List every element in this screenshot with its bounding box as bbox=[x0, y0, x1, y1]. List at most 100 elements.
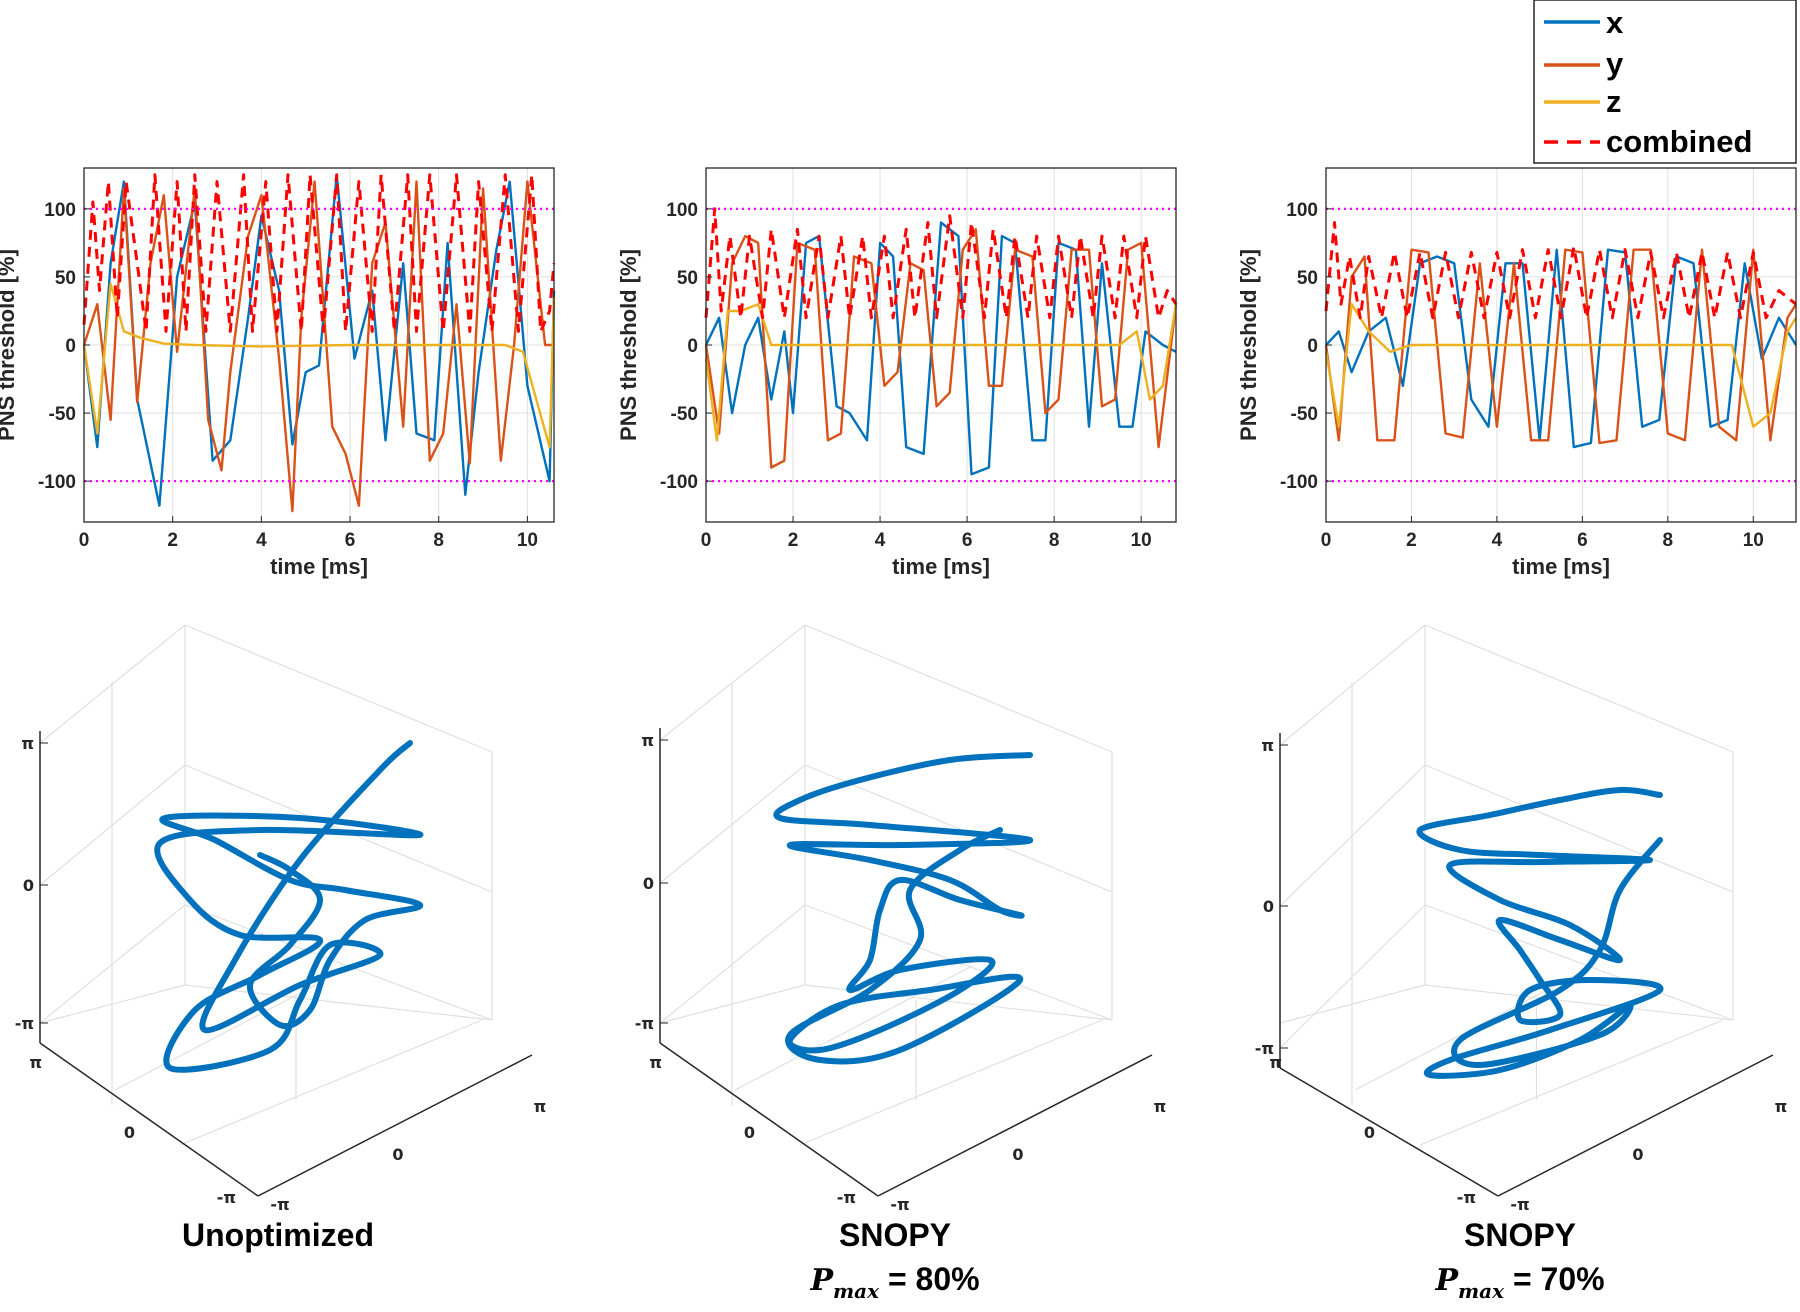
chart-snopy-70: 0 2 4 6 8 10 100 50 0 -50 -100 time [ms] PNS thresho… bbox=[1236, 167, 1798, 579]
grid-line-3d bbox=[1424, 624, 1734, 753]
y-axis-3d bbox=[659, 1042, 879, 1197]
y-tick-label: 0 bbox=[65, 336, 76, 357]
x-tick-label: 6 bbox=[1577, 530, 1588, 551]
pmax-subscript: max bbox=[833, 1279, 880, 1303]
legend-label-combined: combined bbox=[1606, 124, 1752, 159]
pmax-value: = 80% bbox=[879, 1261, 980, 1297]
trajectory-panel-2: π 0 -π π 0 -π -π 0 π bbox=[635, 624, 1167, 1214]
x-axis-label: time [ms] bbox=[892, 554, 990, 579]
z-tick-label: -π bbox=[1255, 1039, 1274, 1058]
pmax-value: = 70% bbox=[1504, 1261, 1605, 1297]
captions: Unoptimized SNOPY Pmax = 80% SNOPY Pmax … bbox=[182, 1217, 1605, 1303]
caption-snopy-70-title: SNOPY bbox=[1464, 1217, 1576, 1253]
series-z bbox=[1324, 303, 1798, 428]
y-tick-label: 50 bbox=[1297, 268, 1318, 289]
x-tick-label: 0 bbox=[79, 530, 90, 551]
x-tick-label: 2 bbox=[167, 530, 178, 551]
y-tick-label: -50 bbox=[49, 404, 76, 425]
y-tick-label: -100 bbox=[38, 472, 76, 493]
grid-line-3d bbox=[1419, 1019, 1724, 1146]
x-tick-label: 10 bbox=[1131, 530, 1152, 551]
z-tick-label: -π bbox=[635, 1014, 654, 1033]
z-tick-label: -π bbox=[15, 1014, 34, 1033]
legend-label-z: z bbox=[1606, 84, 1622, 119]
x3d-tick-label: π bbox=[534, 1097, 547, 1116]
z-tick-label: π bbox=[21, 734, 34, 753]
x3d-tick-label: -π bbox=[270, 1195, 289, 1214]
grid-line-3d bbox=[804, 624, 1113, 753]
z-tick-label: 0 bbox=[23, 876, 34, 895]
x-tick-label: 2 bbox=[788, 530, 799, 551]
x3d-tick-label: π bbox=[1775, 1097, 1788, 1116]
y-tick-label: 0 bbox=[687, 336, 698, 357]
y-axis-label: PNS threshold [%] bbox=[616, 249, 641, 441]
x3d-tick-label: 0 bbox=[392, 1145, 403, 1164]
grid-line-3d bbox=[1424, 764, 1734, 893]
x-tick-label: 8 bbox=[1663, 530, 1674, 551]
x-tick-label: 10 bbox=[517, 530, 538, 551]
x-tick-label: 4 bbox=[875, 530, 886, 551]
x-tick-label: 0 bbox=[701, 530, 712, 551]
series-combined bbox=[1324, 221, 1797, 320]
caption-snopy-80-pmax: Pmax = 80% bbox=[809, 1261, 979, 1303]
caption-snopy-70-pmax: Pmax = 70% bbox=[1434, 1261, 1604, 1303]
x-tick-label: 8 bbox=[1049, 530, 1060, 551]
x3d-tick-label: 0 bbox=[1012, 1145, 1023, 1164]
x3d-tick-label: -π bbox=[1510, 1195, 1529, 1214]
pmax-symbol: P bbox=[809, 1263, 834, 1298]
y3d-tick-label: 0 bbox=[744, 1123, 755, 1142]
y-tick-label: -50 bbox=[671, 404, 698, 425]
legend-label-y: y bbox=[1606, 46, 1624, 81]
y-tick-label: -100 bbox=[660, 472, 698, 493]
x3d-tick-label: 0 bbox=[1632, 1145, 1643, 1164]
series-x bbox=[1325, 248, 1798, 449]
k-space-trajectory bbox=[773, 752, 1034, 1065]
x-tick-label: 8 bbox=[433, 530, 444, 551]
grid-line-3d bbox=[184, 984, 493, 1021]
y3d-tick-label: 0 bbox=[124, 1123, 135, 1142]
y-tick-label: 50 bbox=[677, 268, 698, 289]
x3d-tick-label: π bbox=[1154, 1097, 1167, 1116]
y-tick-label: 100 bbox=[666, 200, 698, 221]
y-tick-label: 50 bbox=[55, 268, 76, 289]
y-tick-label: -50 bbox=[1291, 404, 1318, 425]
series-y bbox=[704, 228, 1178, 469]
y3d-tick-label: -π bbox=[837, 1188, 856, 1207]
series-combined bbox=[82, 173, 556, 333]
k-space-trajectory bbox=[1416, 786, 1664, 1079]
z-tick-label: π bbox=[1261, 736, 1274, 755]
z-tick-label: 0 bbox=[643, 874, 654, 893]
y-axis-3d bbox=[39, 1042, 259, 1197]
chart-unoptimized: 0 2 4 6 8 10 100 50 0 -50 -100 time [ms] PNS thresho… bbox=[0, 167, 556, 579]
pmax-subscript: max bbox=[1458, 1279, 1505, 1303]
grid-line-3d bbox=[804, 764, 1113, 893]
x-tick-label: 4 bbox=[1492, 530, 1503, 551]
grid-line-3d bbox=[179, 1019, 483, 1146]
grid-line-3d bbox=[1279, 984, 1426, 1024]
x-axis-label: time [ms] bbox=[1512, 554, 1610, 579]
grid-line-3d bbox=[1424, 984, 1734, 1021]
series-z bbox=[82, 282, 556, 449]
y3d-tick-label: π bbox=[1269, 1053, 1282, 1072]
x-tick-label: 6 bbox=[962, 530, 973, 551]
y3d-tick-label: -π bbox=[217, 1188, 236, 1207]
y-axis-label: PNS threshold [%] bbox=[0, 249, 19, 441]
y3d-tick-label: π bbox=[29, 1053, 42, 1072]
x-tick-label: 10 bbox=[1743, 530, 1764, 551]
grid-line-3d bbox=[184, 904, 493, 1021]
trajectory-panel-1: π 0 -π π 0 -π -π 0 π bbox=[15, 624, 547, 1214]
x-axis-3d bbox=[1497, 1054, 1774, 1197]
grid-line-3d bbox=[39, 984, 186, 1024]
grid-line-3d bbox=[114, 965, 353, 1091]
x-tick-label: 4 bbox=[256, 530, 267, 551]
grid-line-3d bbox=[659, 984, 806, 1024]
x-axis-3d bbox=[877, 1054, 1153, 1197]
caption-snopy-80-title: SNOPY bbox=[839, 1217, 951, 1253]
grid-line-3d bbox=[184, 764, 493, 893]
y3d-tick-label: π bbox=[649, 1053, 662, 1072]
y-axis-3d bbox=[1279, 1067, 1499, 1197]
grid-line-3d bbox=[1424, 904, 1734, 1021]
